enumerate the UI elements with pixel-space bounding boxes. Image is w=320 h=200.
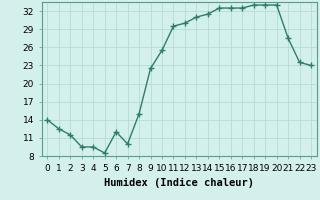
X-axis label: Humidex (Indice chaleur): Humidex (Indice chaleur) xyxy=(104,178,254,188)
